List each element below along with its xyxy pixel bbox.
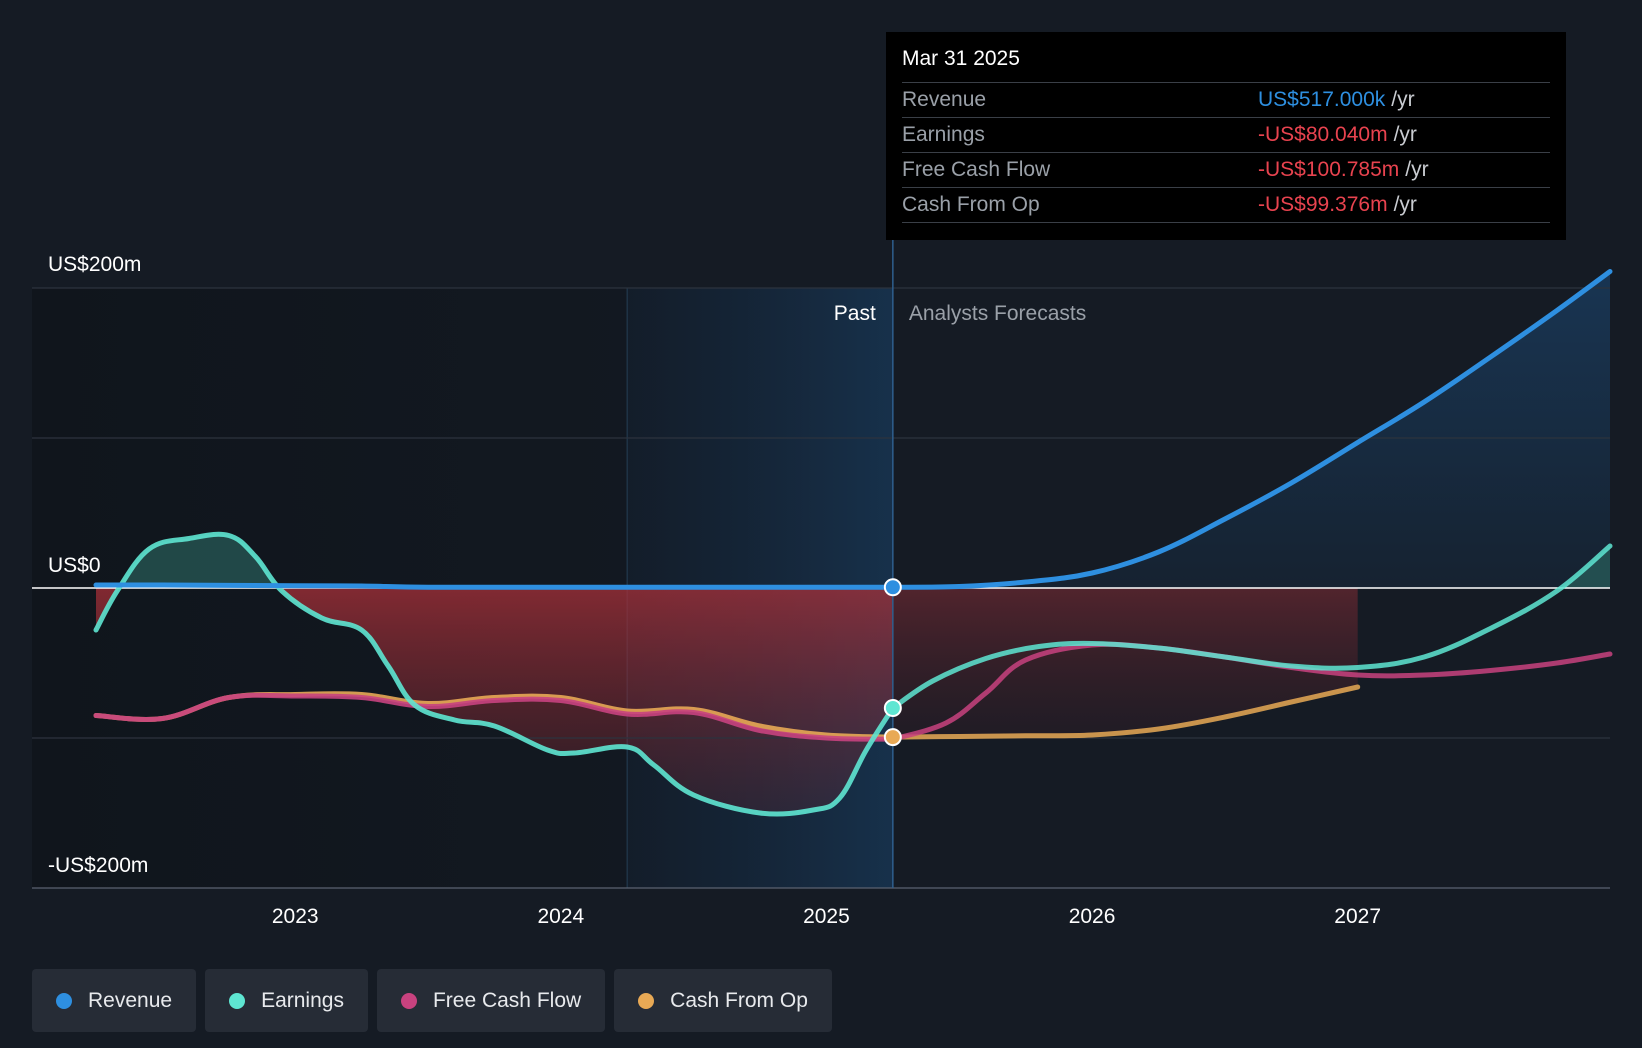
- legend: Revenue Earnings Free Cash Flow Cash Fro…: [32, 969, 832, 1032]
- tooltip-row-free-cash-flow: Free Cash Flow -US$100.785m /yr: [902, 152, 1550, 187]
- revenue-marker: [883, 578, 902, 597]
- x-tick-label: 2024: [537, 905, 584, 928]
- tooltip-label: Cash From Op: [902, 193, 1040, 216]
- earnings-past-line: [93, 531, 896, 817]
- tooltip-label: Earnings: [902, 123, 985, 146]
- revenue-forecast-line: [890, 269, 1613, 590]
- tooltip: Mar 31 2025 Revenue US$517.000k /yr Earn…: [886, 32, 1566, 240]
- tooltip-date: Mar 31 2025: [902, 47, 1020, 70]
- forecast-negative-area: [892, 588, 1358, 738]
- x-tick-label: 2025: [803, 905, 850, 928]
- free-cash-flow-dot-icon: [400, 992, 417, 1009]
- x-tick-label: 2023: [272, 905, 319, 928]
- tooltip-value: US$517.000k: [1258, 88, 1386, 111]
- x-tick-label: 2027: [1334, 905, 1381, 928]
- earnings-positive-area: [96, 534, 1610, 588]
- cash-from-op-dot-icon: [638, 992, 655, 1009]
- revenue-dot-icon: [56, 992, 72, 1009]
- tooltip-value: -US$99.376m: [1258, 193, 1388, 216]
- tooltip-unit: /yr: [1391, 88, 1415, 111]
- earnings-marker: [883, 699, 902, 717]
- legend-item-revenue[interactable]: Revenue: [32, 969, 197, 1032]
- legend-label: Free Cash Flow: [432, 988, 582, 1012]
- y-tick-label: US$200m: [48, 253, 141, 276]
- earnings-dot-icon: [229, 992, 246, 1009]
- tooltip-label: Free Cash Flow: [902, 158, 1051, 181]
- earnings-forecast-line: [890, 543, 1613, 711]
- forecast-label: Analysts Forecasts: [909, 302, 1086, 325]
- x-tick-label: 2026: [1069, 905, 1116, 928]
- cash-from-op-forecast-line: [890, 684, 1361, 740]
- legend-item-earnings[interactable]: Earnings: [205, 969, 368, 1032]
- y-tick-label: US$0: [48, 554, 101, 577]
- legend-label: Earnings: [261, 988, 344, 1012]
- legend-label: Cash From Op: [670, 988, 808, 1012]
- tooltip-unit: /yr: [1405, 158, 1429, 181]
- free-cash-flow-past-line: [93, 692, 896, 742]
- tooltip-row-cash-from-op: Cash From Op -US$99.376m /yr: [902, 187, 1550, 223]
- legend-item-cash-from-op[interactable]: Cash From Op: [614, 969, 832, 1032]
- legend-item-free-cash-flow[interactable]: Free Cash Flow: [376, 969, 606, 1032]
- tooltip-value: -US$100.785m: [1258, 158, 1400, 181]
- tooltip-unit: /yr: [1393, 193, 1417, 216]
- cash-from-op-marker: [883, 728, 902, 747]
- tooltip-label: Revenue: [902, 88, 987, 111]
- tooltip-row-revenue: Revenue US$517.000k /yr: [902, 82, 1550, 117]
- tooltip-row-earnings: Earnings -US$80.040m /yr: [902, 117, 1550, 152]
- revenue-past-line: [93, 582, 896, 590]
- tooltip-value: -US$80.040m: [1258, 123, 1388, 146]
- y-tick-label: -US$200m: [48, 854, 148, 877]
- tooltip-unit: /yr: [1393, 123, 1417, 146]
- revenue-area: [892, 271, 1610, 588]
- past-label: Past: [834, 302, 876, 325]
- legend-label: Revenue: [88, 988, 173, 1012]
